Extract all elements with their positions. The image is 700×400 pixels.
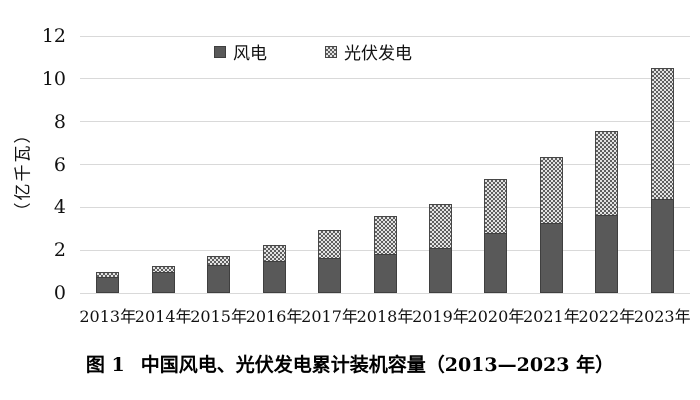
bar-2019年 — [428, 204, 452, 293]
plot-area — [80, 35, 690, 294]
bar-segment-wind — [318, 257, 342, 293]
figure-caption: 图 1 中国风电、光伏发电累计装机容量（2013—2023 年） — [0, 350, 700, 377]
x-tick-label: 2013年 — [79, 307, 137, 326]
gridline — [80, 78, 690, 80]
y-tick-label: 2 — [53, 239, 66, 262]
bar-segment-solar — [96, 272, 120, 277]
bar-segment-wind — [428, 248, 452, 293]
bar-segment-wind — [96, 276, 120, 293]
bar-2015年 — [207, 255, 231, 293]
y-tick-label: 12 — [41, 25, 66, 47]
x-tick-label: 2015年 — [190, 307, 247, 326]
bar-2013年 — [96, 272, 120, 293]
gridline — [80, 164, 690, 165]
bar-segment-wind — [262, 261, 286, 293]
bar-segment-solar — [151, 266, 175, 273]
x-tick-label: 2019年 — [412, 307, 469, 326]
legend-item-solar: 光伏发电 — [325, 39, 412, 64]
bar-2014年 — [151, 266, 175, 293]
bar-2021年 — [539, 157, 563, 293]
bar-segment-solar — [373, 216, 397, 254]
bar-2018年 — [373, 216, 397, 293]
gridline — [80, 292, 690, 294]
bar-segment-wind — [595, 214, 619, 293]
bar-segment-wind — [650, 198, 674, 293]
x-tick-label: 2021年 — [522, 307, 580, 326]
bar-segment-wind — [539, 222, 563, 293]
legend-swatch-wind — [214, 45, 226, 58]
bar-segment-solar — [428, 204, 452, 249]
bar-2017年 — [318, 230, 342, 293]
bar-2023年 — [650, 68, 674, 293]
figure-caption-text: 中国风电、光伏发电累计装机容量（2013—2023 年） — [140, 354, 615, 376]
bar-segment-wind — [373, 253, 397, 293]
bar-segment-solar — [262, 244, 286, 262]
gridline — [80, 121, 690, 123]
x-tick-label: 2017年 — [301, 307, 358, 326]
gridline — [80, 206, 690, 208]
chart: （亿千瓦） 风电 光伏发电 0 2 4 6 8 10 12 2013年 2014年 2015年 20… — [14, 25, 691, 326]
x-tick-label: 2014年 — [134, 307, 192, 326]
legend-swatch-solar — [325, 45, 337, 58]
x-tick-label: 2016年 — [245, 307, 303, 326]
bar-segment-wind — [151, 272, 175, 293]
y-tick-label: 6 — [53, 153, 66, 176]
legend-label-wind: 风电 — [233, 44, 267, 64]
bar-segment-wind — [207, 264, 231, 293]
y-tick-label: 8 — [53, 110, 66, 133]
bar-2016年 — [262, 244, 286, 293]
y-tick-label: 0 — [53, 282, 66, 304]
bar-segment-solar — [318, 230, 342, 258]
bar-segment-solar — [539, 157, 563, 223]
bar-segment-wind — [484, 232, 508, 293]
bar-segment-solar — [207, 255, 231, 265]
bar-segment-solar — [484, 178, 508, 233]
y-tick-label: 4 — [53, 196, 66, 219]
bar-2020年 — [484, 178, 508, 293]
legend: 风电 光伏发电 — [214, 39, 412, 64]
figure-caption-label: 图 1 — [85, 354, 125, 376]
bar-segment-solar — [595, 130, 619, 215]
legend-item-wind: 风电 — [214, 39, 267, 64]
bar-2022年 — [595, 130, 619, 293]
x-tick-label: 2022年 — [578, 307, 636, 326]
legend-label-solar: 光伏发电 — [344, 44, 412, 64]
x-tick-label: 2020年 — [467, 307, 525, 326]
x-tick-label: 2023年 — [633, 307, 691, 326]
x-tick-label: 2018年 — [356, 307, 414, 326]
gridline — [80, 35, 690, 37]
y-tick-label: 10 — [41, 67, 66, 90]
bar-segment-solar — [650, 68, 674, 199]
